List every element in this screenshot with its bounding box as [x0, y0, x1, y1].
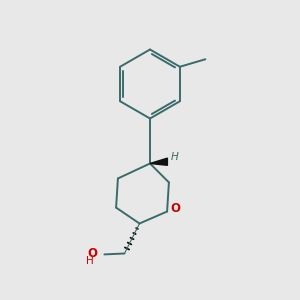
Text: O: O — [88, 247, 98, 260]
Text: O: O — [171, 202, 181, 215]
Text: H: H — [171, 152, 179, 162]
Text: H: H — [86, 256, 94, 266]
Polygon shape — [150, 158, 167, 165]
